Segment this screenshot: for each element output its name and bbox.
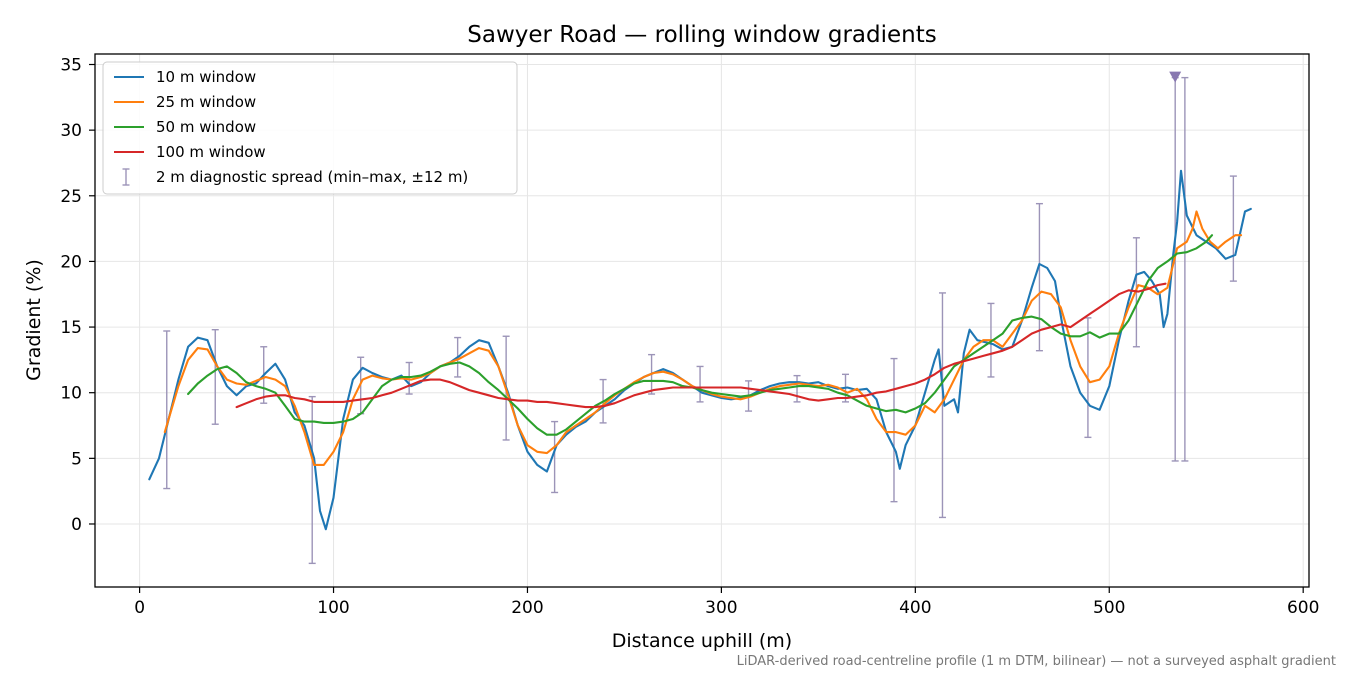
y-tick-label: 5 — [71, 449, 82, 469]
y-tick-label: 20 — [60, 252, 82, 272]
y-tick-label: 15 — [60, 318, 82, 338]
plot-frame — [94, 53, 1310, 588]
series-line — [187, 234, 1214, 436]
footnote: LiDAR-derived road-centreline profile (1… — [737, 654, 1336, 669]
legend: 10 m window 25 m window 50 m window 100 m w… — [102, 61, 518, 195]
x-tick-label: 200 — [511, 598, 543, 618]
legend-label: 2 m diagnostic spread (min–max, ±12 m) — [156, 168, 468, 186]
y-axis-ticks: 0 5 10 15 20 25 30 35 — [60, 56, 95, 535]
spread-bar — [211, 328, 219, 425]
legend-label: 100 m window — [156, 143, 266, 161]
y-tick-label: 10 — [60, 384, 82, 404]
chart-title: Sawyer Road — rolling window gradients — [467, 22, 937, 48]
x-tick-label: 400 — [899, 598, 931, 618]
x-axis-label: Distance uphill (m) — [612, 630, 792, 652]
legend-label: 10 m window — [156, 68, 256, 86]
series-lines — [148, 169, 1252, 531]
spread-bar — [163, 330, 171, 490]
spread-bar — [308, 395, 316, 565]
y-tick-label: 35 — [60, 56, 82, 76]
spread-bar — [890, 357, 898, 503]
spread-bar — [1229, 175, 1237, 282]
spread-bar — [938, 292, 946, 519]
spread-bar — [551, 420, 559, 494]
y-tick-label: 25 — [60, 187, 82, 207]
x-axis-ticks: 0 100 200 300 400 500 600 — [134, 587, 1319, 618]
spread-bar — [696, 365, 704, 403]
spread-bar — [1035, 202, 1043, 352]
plot-area — [148, 71, 1252, 565]
x-tick-label: 0 — [134, 598, 145, 618]
x-tick-label: 500 — [1093, 598, 1125, 618]
legend-label: 50 m window — [156, 118, 256, 136]
series-line — [235, 282, 1167, 409]
spread-bar — [1181, 76, 1189, 462]
x-tick-label: 100 — [317, 598, 349, 618]
x-tick-label: 300 — [705, 598, 737, 618]
spread-bar — [405, 361, 413, 395]
legend-label: 25 m window — [156, 93, 256, 111]
y-tick-label: 30 — [60, 121, 82, 141]
y-tick-label: 0 — [71, 515, 82, 535]
legend-box — [102, 61, 518, 195]
spread-bar — [793, 374, 801, 403]
y-axis-label: Gradient (%) — [23, 259, 45, 381]
x-tick-label: 600 — [1287, 598, 1319, 618]
clipped-marker-group — [1169, 71, 1182, 83]
clipped-spread-marker — [1169, 71, 1182, 83]
series-line — [163, 210, 1243, 466]
